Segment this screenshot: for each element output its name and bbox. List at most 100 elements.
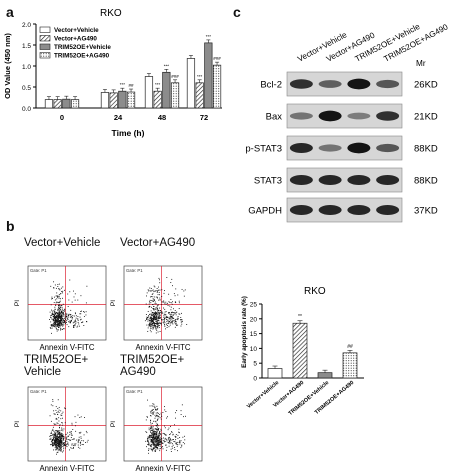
event-dot: [83, 311, 85, 313]
event-dot: [170, 302, 172, 304]
event-dot: [57, 433, 59, 435]
event-dot: [62, 417, 63, 419]
event-dot: [152, 441, 153, 443]
event-dot: [52, 298, 53, 299]
event-dot: [175, 318, 177, 320]
event-dot: [150, 410, 152, 412]
event-dot: [155, 444, 157, 446]
event-dot: [57, 302, 59, 304]
event-dot: [162, 319, 164, 321]
event-dot: [147, 320, 149, 322]
event-dot: [155, 318, 157, 320]
event-dot: [53, 410, 55, 412]
event-dot: [51, 310, 53, 312]
event-dot: [155, 445, 157, 447]
event-dot: [51, 298, 53, 300]
event-dot: [157, 440, 159, 442]
event-dot: [57, 322, 59, 324]
event-dot: [151, 294, 153, 295]
bar-white: [44, 99, 54, 109]
event-dot: [56, 313, 58, 315]
event-dot: [165, 314, 167, 316]
event-dot: [168, 437, 170, 439]
event-dot: [59, 436, 61, 438]
event-dot: [85, 442, 86, 443]
event-dot: [67, 293, 69, 295]
event-dot: [69, 320, 71, 322]
event-dot: [60, 438, 62, 440]
event-dot: [57, 321, 59, 323]
event-dot: [170, 315, 172, 317]
event-dot: [151, 434, 153, 436]
event-dot: [59, 312, 61, 313]
event-dot: [52, 434, 54, 436]
event-dot: [51, 325, 53, 327]
event-dot: [69, 431, 71, 433]
event-dot: [77, 316, 79, 317]
event-dot: [159, 294, 160, 296]
event-dot: [62, 438, 64, 440]
event-dot: [53, 439, 55, 441]
event-dot: [165, 317, 167, 318]
event-dot: [147, 438, 148, 440]
event-dot: [153, 285, 155, 287]
event-dot: [54, 321, 56, 323]
event-dot: [175, 442, 177, 444]
event-dot: [81, 444, 83, 445]
event-dot: [178, 432, 180, 434]
event-dot: [62, 328, 64, 330]
event-dot: [53, 437, 54, 439]
event-dot: [150, 444, 152, 446]
event-dot: [154, 436, 156, 438]
event-dot: [156, 288, 158, 289]
event-dot: [149, 438, 151, 440]
event-dot: [153, 317, 155, 319]
event-dot: [181, 323, 183, 325]
gate-label: Gate: P1: [126, 389, 143, 394]
event-dot: [152, 425, 154, 427]
event-dot: [163, 433, 165, 434]
event-dot: [183, 295, 185, 297]
event-dot: [160, 442, 162, 444]
event-dot: [61, 422, 63, 424]
event-dot: [155, 313, 157, 315]
event-dot: [171, 316, 173, 318]
event-dot: [173, 293, 175, 295]
event-dot: [55, 443, 57, 445]
event-dot: [168, 312, 170, 314]
plot-frame: [27, 386, 107, 462]
event-dot: [52, 428, 54, 430]
event-dot: [172, 312, 174, 314]
event-dot: [181, 321, 183, 323]
event-dot: [57, 434, 58, 436]
event-dot: [54, 314, 56, 315]
event-dot: [57, 432, 59, 434]
event-dot: [155, 332, 157, 334]
event-dot: [67, 306, 69, 307]
event-dot: [57, 320, 59, 321]
event-dot: [55, 317, 57, 319]
event-dot: [154, 316, 156, 318]
event-dot: [58, 306, 60, 308]
event-dot: [152, 405, 154, 407]
event-dot: [71, 438, 73, 440]
event-dot: [174, 312, 176, 314]
event-dot: [149, 290, 151, 292]
event-dot: [157, 326, 159, 328]
event-dot: [180, 440, 182, 442]
event-dot: [154, 447, 156, 449]
event-dot: [180, 325, 182, 327]
event-dot: [53, 435, 55, 437]
event-dot: [154, 325, 156, 327]
event-dot: [150, 331, 152, 333]
event-dot: [52, 325, 54, 327]
molecular-weight-label: 88KD: [414, 176, 438, 187]
event-dot: [150, 420, 152, 422]
event-dot: [82, 321, 83, 323]
event-dot: [57, 305, 59, 307]
event-dot: [158, 322, 160, 324]
event-dot: [59, 440, 61, 442]
event-dot: [73, 438, 75, 439]
event-dot: [150, 317, 152, 319]
event-dot: [81, 322, 82, 324]
